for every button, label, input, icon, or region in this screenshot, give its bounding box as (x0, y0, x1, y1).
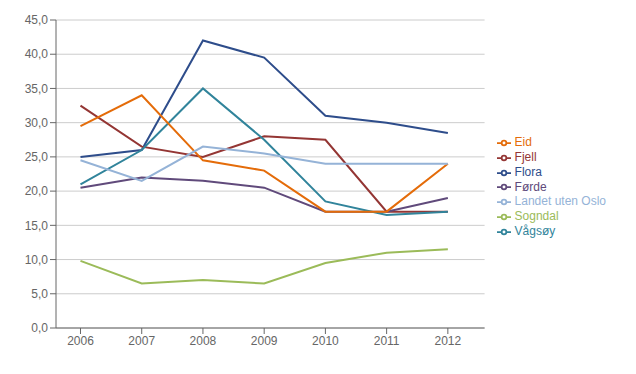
svg-text:2008: 2008 (190, 334, 217, 348)
html-text:Flora: Flora (514, 164, 542, 179)
svg-text:2006: 2006 (67, 334, 94, 348)
svg-text:5,0: 5,0 (31, 287, 48, 301)
svg-text:35,0: 35,0 (25, 82, 49, 96)
svg-text:2007: 2007 (128, 334, 155, 348)
svg-text:2012: 2012 (435, 334, 462, 348)
svg-text:45,0: 45,0 (25, 13, 49, 27)
svg-text:20,0: 20,0 (25, 184, 49, 198)
html-text:Sogndal: Sogndal (514, 209, 559, 224)
svg-text:2009: 2009 (251, 334, 278, 348)
svg-text:40,0: 40,0 (25, 47, 49, 61)
html-text:Landet uten Oslo: Landet uten Oslo (514, 194, 606, 209)
html-text:Eid: Eid (514, 135, 532, 150)
svg-text:2011: 2011 (374, 334, 400, 348)
svg-text:25,0: 25,0 (25, 150, 49, 164)
svg-text:0,0: 0,0 (31, 321, 48, 335)
html-text:Fjell: Fjell (514, 149, 537, 164)
html-text:Vågsøy: Vågsøy (514, 224, 556, 239)
svg-text:30,0: 30,0 (25, 116, 49, 130)
html-text:Førde: Førde (514, 179, 547, 194)
svg-text:15,0: 15,0 (25, 219, 49, 233)
svg-text:10,0: 10,0 (25, 253, 49, 267)
svg-text:2010: 2010 (312, 334, 339, 348)
